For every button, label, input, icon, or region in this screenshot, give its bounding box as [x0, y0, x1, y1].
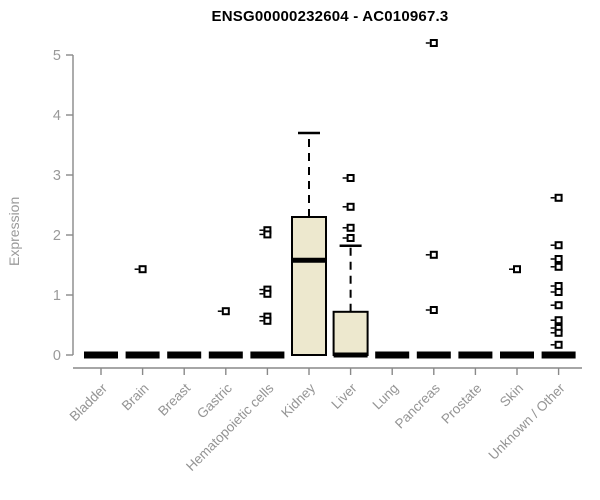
outlier-point	[429, 39, 438, 47]
outlier-point	[554, 301, 563, 310]
outlier-point	[346, 202, 355, 211]
y-tick-label: 0	[53, 348, 61, 364]
outlier-point	[554, 241, 563, 250]
x-tick-label: Kidney	[278, 380, 318, 420]
box	[291, 216, 327, 356]
y-tick-label: 4	[53, 108, 61, 124]
outlier-point	[554, 262, 563, 271]
outlier-point	[554, 193, 563, 202]
outlier-point	[346, 234, 355, 242]
outlier-point	[554, 288, 563, 296]
collapsed-box-median	[416, 351, 451, 359]
y-tick-label: 2	[53, 228, 61, 244]
outlier-point	[263, 230, 272, 239]
y-tick-label: 3	[53, 168, 61, 184]
outlier-point	[513, 265, 521, 274]
collapsed-box-median	[84, 351, 118, 359]
chart-title: ENSG00000232604 - AC010967.3	[211, 8, 449, 25]
collapsed-box-median	[375, 351, 410, 359]
collapsed-box-median	[208, 351, 243, 359]
x-tick-label: Breast	[155, 380, 193, 418]
x-tick-label: Bladder	[67, 380, 111, 424]
x-tick-label: Liver	[328, 380, 360, 412]
collapsed-box-median	[250, 351, 285, 359]
outlier-point	[221, 307, 230, 316]
outlier-point	[263, 316, 272, 325]
x-tick-label: Gastric	[194, 380, 235, 421]
box	[332, 310, 369, 356]
outlier-point	[346, 223, 355, 232]
x-tick-label: Unknown / Other	[485, 380, 568, 463]
collapsed-box-median	[125, 351, 160, 359]
outlier-point	[429, 306, 438, 314]
x-tick-label: Lung	[369, 381, 401, 413]
x-tick-label: Brain	[119, 381, 152, 414]
outlier-point	[554, 316, 563, 325]
collapsed-box-median	[500, 351, 534, 359]
outlier-point	[554, 255, 563, 263]
outlier-point	[263, 289, 272, 298]
x-tick-label: Pancreas	[392, 380, 443, 431]
y-tick-label: 5	[53, 48, 61, 64]
x-tick-label: Skin	[497, 381, 526, 410]
collapsed-box-median	[458, 351, 493, 359]
collapsed-box-median	[541, 351, 576, 359]
outlier-point	[554, 328, 563, 337]
outlier-point	[138, 265, 147, 274]
outlier-point	[346, 174, 355, 182]
x-tick-label: Prostate	[438, 381, 484, 427]
y-tick-label: 1	[53, 288, 61, 304]
collapsed-box-median	[167, 351, 202, 359]
outlier-point	[554, 340, 563, 349]
outlier-point	[429, 250, 438, 259]
